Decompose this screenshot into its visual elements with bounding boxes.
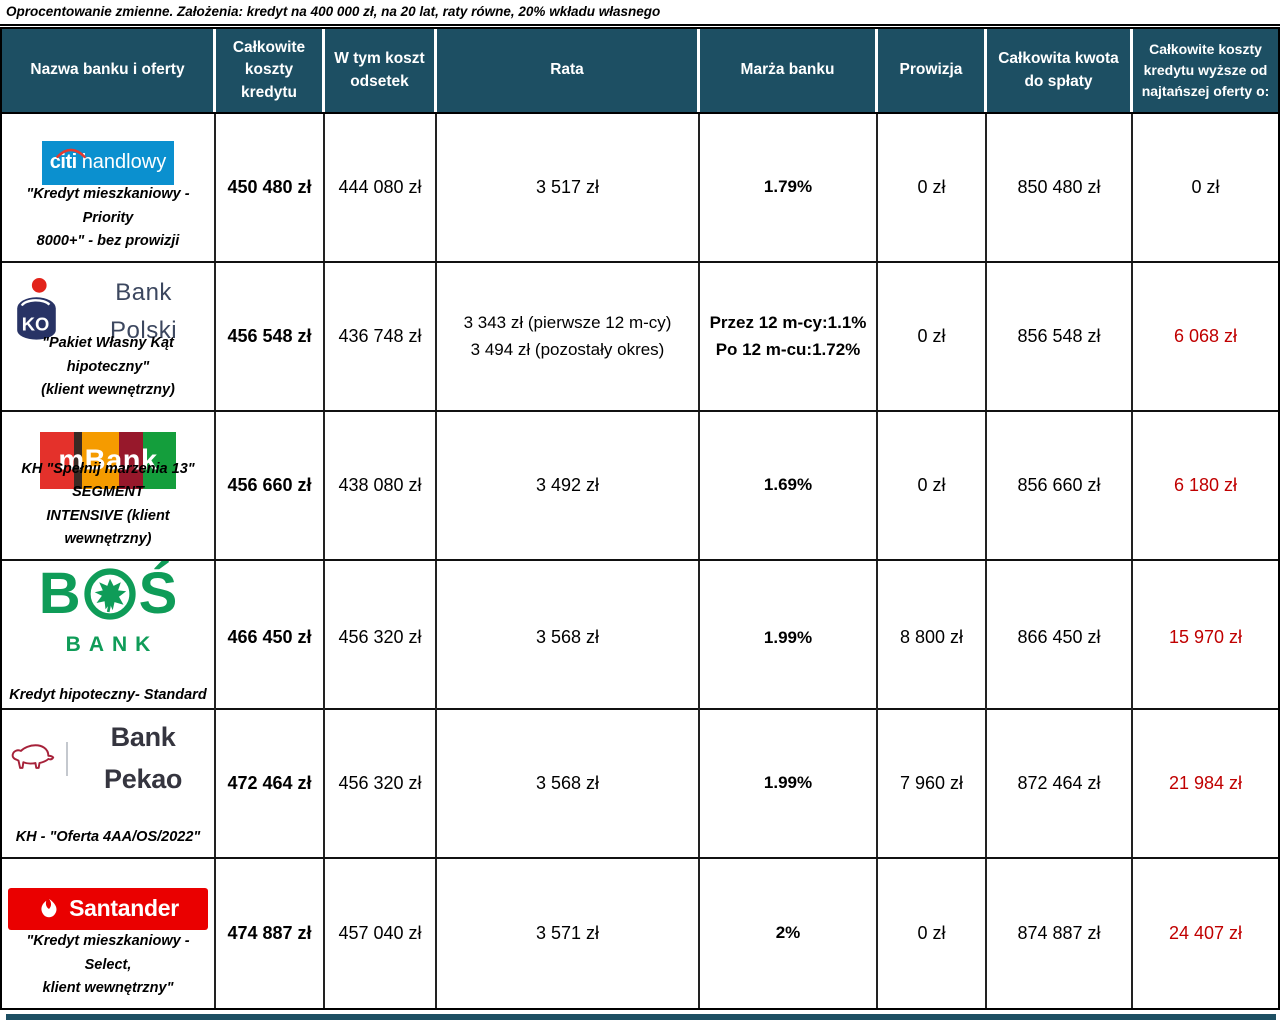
header-diff-cheapest: Całkowite koszty kredytu wyższe od najta… bbox=[1133, 29, 1278, 112]
citi-logo-word2: handlowy bbox=[81, 151, 167, 173]
header-total-cost: Całkowite koszty kredytu bbox=[216, 29, 325, 112]
table-header-row: Nazwa banku i oferty Całkowite koszty kr… bbox=[2, 27, 1278, 114]
total-cost-cell: 474 887 zł bbox=[216, 859, 325, 1008]
table-row-santander: Santander "Kredyt mieszkaniowy - Select,… bbox=[2, 859, 1278, 1008]
pko-bank-polski-logo: KO Bank Polski bbox=[8, 274, 208, 348]
citi-arc-icon bbox=[56, 148, 86, 158]
header-margin: Marża banku bbox=[700, 29, 878, 112]
installment-cell: 3 517 zł bbox=[437, 114, 700, 261]
margin-cell: 1.79% bbox=[700, 114, 878, 261]
bank-cell-mbank: mBank KH "Spełnij marzenia 13" SEGMENT I… bbox=[2, 412, 216, 559]
margin-cell: 1.99% bbox=[700, 561, 878, 716]
bos-logo-bank-text: BANK bbox=[65, 633, 159, 656]
mbank-logo: mBank bbox=[40, 432, 176, 489]
margin-cell: 1.99% bbox=[700, 710, 878, 857]
table-row-pekao: Bank Pekao KH - "Oferta 4AA/OS/2022" 472… bbox=[2, 710, 1278, 859]
margin-cell: 1.69% bbox=[700, 412, 878, 559]
total-repay-cell: 856 548 zł bbox=[987, 263, 1133, 410]
commission-cell: 0 zł bbox=[878, 263, 987, 410]
total-cost-cell: 466 450 zł bbox=[216, 561, 325, 716]
interest-cost-cell: 456 320 zł bbox=[325, 561, 437, 716]
commission-cell: 0 zł bbox=[878, 412, 987, 559]
table-row-citi: citi handlowy "Kredyt mieszkaniowy - Pri… bbox=[2, 114, 1278, 263]
offer-name: KH - "Oferta 4AA/OS/2022" bbox=[15, 828, 201, 845]
total-repay-cell: 850 480 zł bbox=[987, 114, 1133, 261]
interest-cost-cell: 436 748 zł bbox=[325, 263, 437, 410]
commission-cell: 7 960 zł bbox=[878, 710, 987, 857]
citi-handlowy-logo: citi handlowy bbox=[42, 140, 174, 185]
pko-rotunda-icon: KO bbox=[17, 277, 56, 340]
mbank-stripe-orange bbox=[82, 432, 119, 489]
installment-cell: 3 568 zł bbox=[437, 710, 700, 857]
bos-logo-b: B bbox=[38, 561, 81, 626]
total-cost-cell: 456 660 zł bbox=[216, 412, 325, 559]
page-title: Oprocentowanie zmienne. Założenia: kredy… bbox=[0, 0, 1280, 26]
diff-cell: 15 970 zł bbox=[1168, 627, 1243, 648]
header-commission: Prowizja bbox=[878, 29, 987, 112]
mbank-stripe-dark bbox=[74, 432, 82, 489]
offer-name: KH "Spełnij marzenia 13" SEGMENT INTENSI… bbox=[21, 461, 195, 547]
offer-name: "Kredyt mieszkaniowy - Select, klient we… bbox=[26, 933, 190, 996]
offer-name: Kredyt hipoteczny- Standard bbox=[9, 687, 207, 704]
installment-cell: 3 571 zł bbox=[437, 859, 700, 1008]
bank-cell-bos: B Ś BANK Kredyt hipoteczny- Standard bbox=[2, 561, 216, 716]
total-repay-cell: 874 887 zł bbox=[987, 859, 1133, 1008]
commission-cell: 8 800 zł bbox=[878, 561, 987, 716]
santander-flame-icon bbox=[41, 898, 57, 917]
pekao-logo-text: Bank Pekao bbox=[104, 721, 183, 794]
santander-logo-text: Santander bbox=[69, 894, 179, 921]
margin-cell: Przez 12 m-cy:1.1% Po 12 m-cu:1.72% bbox=[700, 263, 878, 410]
installment-cell: 3 492 zł bbox=[437, 412, 700, 559]
bos-leaf-icon bbox=[83, 568, 136, 620]
mbank-stripe-maroon bbox=[119, 432, 143, 489]
diff-cell: 0 zł bbox=[1191, 176, 1220, 197]
offer-name: "Kredyt mieszkaniowy - Priority 8000+" -… bbox=[26, 186, 190, 249]
total-repay-cell: 866 450 zł bbox=[987, 561, 1133, 716]
mbank-stripe-green bbox=[143, 432, 176, 489]
total-repay-cell: 856 660 zł bbox=[987, 412, 1133, 559]
santander-logo: Santander bbox=[8, 887, 208, 930]
bank-cell-santander: Santander "Kredyt mieszkaniowy - Select,… bbox=[2, 859, 216, 1008]
pekao-divider bbox=[66, 741, 69, 776]
bank-cell-citi: citi handlowy "Kredyt mieszkaniowy - Pri… bbox=[2, 114, 216, 261]
bank-pekao-logo: Bank Pekao bbox=[8, 717, 208, 801]
mbank-stripe-red bbox=[40, 432, 74, 489]
diff-cell: 6 068 zł bbox=[1173, 325, 1238, 346]
total-cost-cell: 472 464 zł bbox=[216, 710, 325, 857]
header-bank-name: Nazwa banku i oferty bbox=[2, 29, 216, 112]
total-repay-cell: 872 464 zł bbox=[987, 710, 1133, 857]
bos-bank-logo: B Ś BANK bbox=[39, 565, 178, 662]
header-total-repay: Całkowita kwota do spłaty bbox=[987, 29, 1133, 112]
pko-logo-text: Bank Polski bbox=[110, 279, 178, 344]
pekao-bison-icon bbox=[11, 743, 55, 769]
diff-cell: 24 407 zł bbox=[1168, 922, 1243, 943]
interest-cost-cell: 444 080 zł bbox=[325, 114, 437, 261]
table-row-mbank: mBank KH "Spełnij marzenia 13" SEGMENT I… bbox=[2, 412, 1278, 561]
next-section-header-edge bbox=[6, 1014, 1276, 1020]
header-interest-cost: W tym koszt odsetek bbox=[325, 29, 437, 112]
svg-text:KO: KO bbox=[22, 313, 50, 334]
table-row-pko: KO Bank Polski "Pakiet Własny Kąt hipote… bbox=[2, 263, 1278, 412]
diff-cell: 6 180 zł bbox=[1173, 474, 1238, 495]
installment-cell: 3 568 zł bbox=[437, 561, 700, 716]
comparison-table: Nazwa banku i oferty Całkowite koszty kr… bbox=[0, 27, 1280, 1010]
bank-cell-pekao: Bank Pekao KH - "Oferta 4AA/OS/2022" bbox=[2, 710, 216, 857]
bos-logo-s: Ś bbox=[138, 561, 178, 626]
interest-cost-cell: 438 080 zł bbox=[325, 412, 437, 559]
header-installment: Rata bbox=[437, 29, 700, 112]
mbank-logo-text: mBank bbox=[58, 444, 158, 477]
bank-cell-pko: KO Bank Polski "Pakiet Własny Kąt hipote… bbox=[2, 263, 216, 410]
total-cost-cell: 456 548 zł bbox=[216, 263, 325, 410]
table-row-bos: B Ś BANK Kredyt hipoteczny- Standard 466… bbox=[2, 561, 1278, 716]
interest-cost-cell: 456 320 zł bbox=[325, 710, 437, 857]
installment-cell: 3 343 zł (pierwsze 12 m-cy) 3 494 zł (po… bbox=[437, 263, 700, 410]
margin-cell: 2% bbox=[700, 859, 878, 1008]
total-cost-cell: 450 480 zł bbox=[216, 114, 325, 261]
commission-cell: 0 zł bbox=[878, 114, 987, 261]
interest-cost-cell: 457 040 zł bbox=[325, 859, 437, 1008]
diff-cell: 21 984 zł bbox=[1168, 772, 1243, 793]
commission-cell: 0 zł bbox=[878, 859, 987, 1008]
offer-name: "Pakiet Własny Kąt hipoteczny" (klient w… bbox=[41, 335, 175, 398]
